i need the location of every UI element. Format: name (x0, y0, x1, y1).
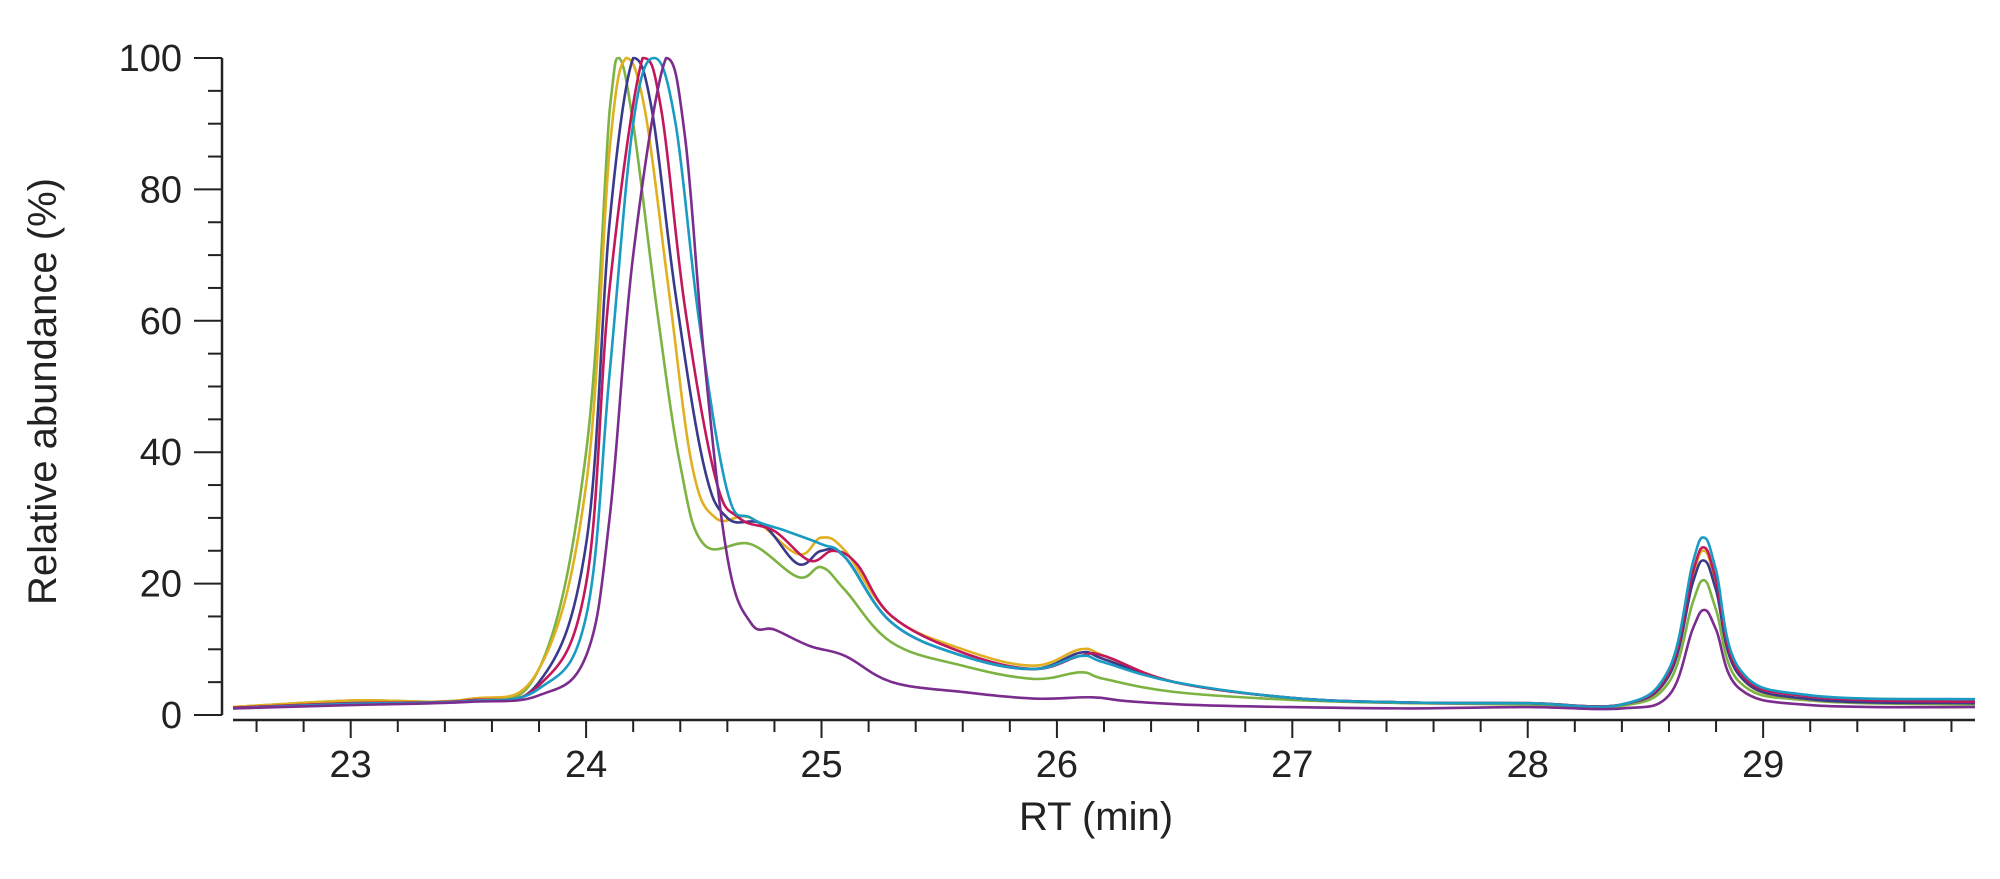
y-axis-label: Relative abundance (%) (21, 178, 65, 605)
x-tick-label: 23 (330, 744, 372, 786)
series-line-2 (232, 56, 1976, 709)
series-line-4 (232, 56, 1976, 710)
x-tick-label: 24 (565, 744, 607, 786)
series-line-3 (232, 56, 1976, 710)
x-tick-label: 29 (1742, 744, 1784, 786)
x-axis-label: RT (min) (1019, 795, 1173, 839)
x-axis-ticks: 23 24 25 26 27 28 29 (255, 720, 1953, 786)
x-tick-label: 27 (1271, 744, 1313, 786)
x-tick-label: 28 (1507, 744, 1549, 786)
y-tick-label: 40 (140, 432, 182, 474)
y-tick-label: 60 (140, 301, 182, 343)
y-tick-label: 20 (140, 564, 182, 606)
series-line-1 (232, 56, 1976, 709)
series-line-5 (232, 56, 1976, 710)
y-tick-label: 100 (119, 38, 182, 80)
series-layer (232, 56, 1976, 711)
y-axis-ticks: 0 20 40 60 80 100 (119, 38, 222, 737)
y-tick-label: 0 (161, 695, 182, 737)
x-tick-label: 25 (800, 744, 842, 786)
x-tick-label: 26 (1036, 744, 1078, 786)
series-line-6 (232, 56, 1976, 711)
y-tick-label: 80 (140, 169, 182, 211)
